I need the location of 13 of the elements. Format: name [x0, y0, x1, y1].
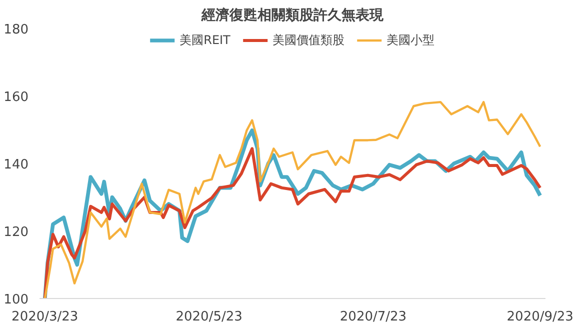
x-tick-label: 2020/5/23 [176, 310, 242, 324]
y-tick-label: 160 [4, 90, 29, 105]
chart-title: 經濟復甦相關類股許久無表現 [200, 6, 384, 24]
legend-label: 美國小型 [386, 32, 434, 48]
y-tick-label: 180 [4, 22, 29, 38]
x-tick-label: 2020/9/23 [506, 310, 574, 324]
x-tick-label: 2020/3/23 [12, 310, 78, 324]
y-tick-label: 100 [4, 292, 29, 308]
legend-label: 美國REIT [180, 32, 230, 48]
y-tick-label: 120 [4, 225, 29, 240]
legend-label: 美國價值類股 [272, 32, 344, 48]
y-tick-label: 140 [4, 158, 29, 172]
x-tick-label: 2020/7/23 [340, 310, 407, 324]
